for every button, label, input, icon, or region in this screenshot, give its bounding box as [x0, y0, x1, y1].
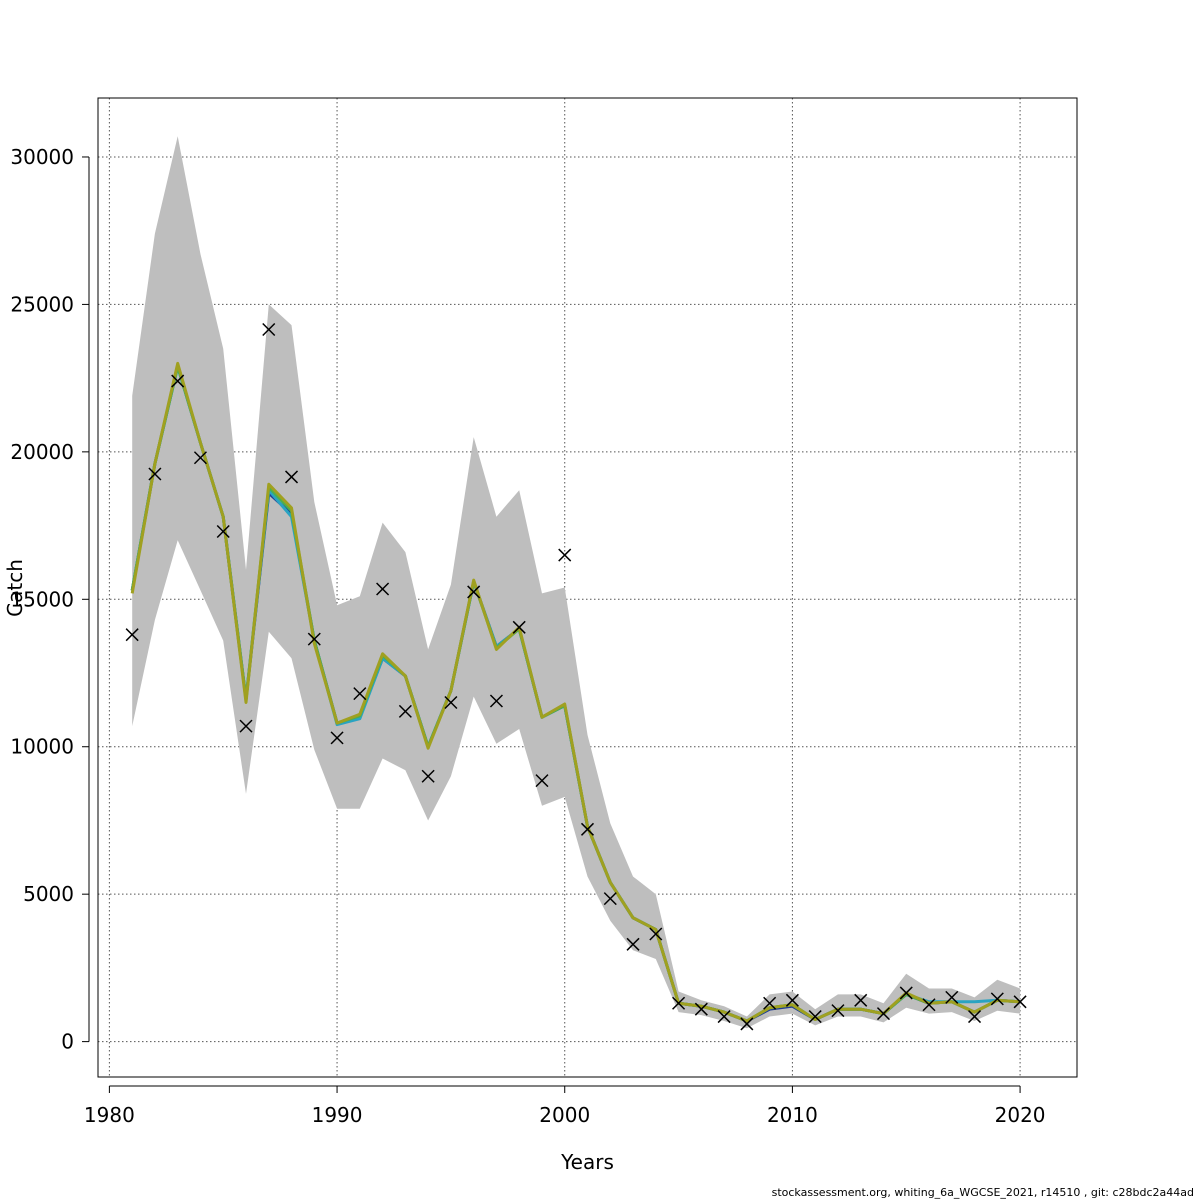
observed-point-1982	[148, 467, 162, 481]
observed-point-1993	[398, 704, 412, 718]
observed-point-2013	[854, 993, 868, 1007]
series-lines	[130, 361, 1021, 1023]
observed-point-2002	[603, 892, 617, 906]
x-tick-label-2010: 2010	[767, 1103, 818, 1127]
observed-point-1996	[467, 585, 481, 599]
observed-point-1987	[262, 322, 276, 337]
observed-point-2020	[1013, 995, 1027, 1009]
observed-point-2008	[740, 1017, 754, 1031]
y-tick-label-30000: 30000	[10, 145, 74, 169]
observed-point-2006	[694, 1002, 708, 1016]
observed-point-1985	[216, 524, 230, 539]
observed-point-1990	[330, 731, 344, 745]
observed-point-1992	[376, 582, 390, 596]
observed-point-1989	[307, 632, 321, 646]
x-tick-label-1990: 1990	[312, 1103, 363, 1127]
y-tick-label-0: 0	[61, 1030, 74, 1054]
observed-point-2014	[876, 1007, 891, 1021]
y-tick-label-10000: 10000	[10, 735, 74, 759]
x-tick-label-2020: 2020	[995, 1103, 1046, 1127]
y-axis: 0 5000 10000 15000 20000 25000 30000	[10, 145, 90, 1054]
observed-point-2011	[808, 1010, 822, 1024]
confidence-band-area	[132, 136, 1021, 1029]
observed-point-1991	[353, 687, 367, 701]
observed-point-1999	[535, 774, 549, 788]
observed-point-1995	[444, 695, 458, 710]
observed-point-2012	[831, 1004, 845, 1018]
y-axis-title: Catch	[3, 559, 27, 617]
y-tick-label-20000: 20000	[10, 440, 74, 464]
observed-point-2018	[968, 1010, 982, 1024]
observed-point-2001	[580, 822, 595, 836]
observed-point-2019	[990, 992, 1004, 1006]
y-tick-label-15000: 15000	[10, 587, 74, 611]
x-axis: 1980 1990 2000 2010 2020	[84, 1085, 1046, 1127]
observed-point-2015	[899, 986, 913, 1000]
observed-point-1983	[171, 374, 185, 388]
y-tick-label-5000: 5000	[23, 882, 74, 906]
observed-markers	[125, 322, 1027, 1031]
x-axis-title: Years	[560, 1150, 614, 1174]
observed-point-1988	[284, 470, 299, 484]
x-tick-label-2000: 2000	[539, 1103, 590, 1127]
observed-point-1997	[489, 694, 503, 708]
observed-point-2004	[649, 927, 663, 941]
y-tick-label-25000: 25000	[10, 292, 74, 316]
observed-point-2010	[785, 993, 799, 1007]
footer-credit: stockassessment.org, whiting_6a_WGCSE_20…	[771, 1186, 1194, 1199]
confidence-band	[132, 136, 1021, 1029]
observed-point-1981	[125, 628, 139, 642]
plot-frame	[97, 97, 1078, 1078]
observed-point-2007	[717, 1010, 731, 1024]
observed-point-2009	[763, 996, 777, 1010]
observed-point-1984	[193, 451, 207, 465]
observed-point-1986	[239, 719, 253, 733]
observed-point-2016	[922, 998, 936, 1012]
observed-point-1998	[512, 620, 526, 634]
x-tick-label-1980: 1980	[84, 1103, 135, 1127]
observed-point-2000	[558, 548, 572, 562]
observed-point-2005	[672, 996, 686, 1010]
observed-point-2003	[626, 937, 640, 951]
series-line-4	[130, 361, 1021, 1023]
observed-point-1994	[421, 769, 435, 783]
observed-point-2017	[945, 990, 959, 1004]
